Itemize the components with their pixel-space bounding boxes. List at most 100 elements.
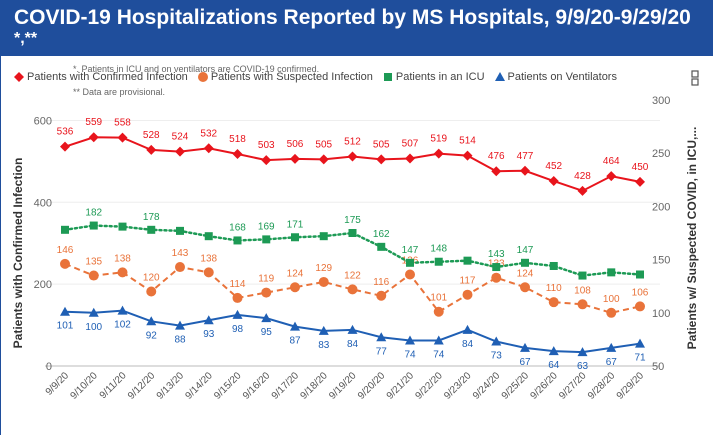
x-tick-label: 9/28/20 — [586, 370, 618, 402]
legend-item-patients-in-an-icu[interactable]: Patients in an ICU — [383, 71, 485, 83]
data-point-patients-on-ventilators — [376, 332, 387, 342]
chart-title: COVID-19 Hospitalizations Reported by MS… — [14, 6, 691, 29]
data-label-patients-with-suspected-infection: 138 — [200, 253, 217, 264]
data-point-patients-in-an-icu — [176, 226, 184, 235]
data-point-patients-in-an-icu — [291, 233, 299, 242]
data-point-patients-with-suspected-infection — [405, 269, 415, 280]
data-point-patients-with-suspected-infection — [290, 282, 300, 293]
legend-item-patients-with-suspected-infection[interactable]: Patients with Suspected Infection — [197, 71, 373, 83]
x-tick-label: 9/11/20 — [98, 370, 129, 401]
data-label-patients-on-ventilators: 102 — [114, 320, 131, 331]
data-point-patients-with-suspected-infection — [232, 292, 243, 303]
x-tick-label: 9/23/20 — [442, 370, 474, 402]
note-provisional: ** Data are provisional. — [73, 87, 166, 97]
data-label-patients-on-ventilators: 87 — [289, 336, 301, 347]
data-point-patients-on-ventilators — [60, 306, 70, 316]
data-label-patients-with-confirmed-infection: 452 — [545, 161, 562, 172]
data-point-patients-on-ventilators — [290, 321, 300, 331]
data-label-patients-in-an-icu: 143 — [488, 249, 505, 260]
data-point-patients-with-suspected-infection — [635, 301, 645, 312]
chart-legend[interactable]: Patients with Confirmed Infection Patient… — [14, 70, 627, 84]
data-label-patients-on-ventilators: 67 — [519, 357, 531, 368]
data-point-patients-on-ventilators — [232, 309, 243, 319]
data-point-patients-in-an-icu — [521, 258, 529, 267]
data-label-patients-with-suspected-infection: 114 — [230, 279, 246, 290]
legend-item-patients-on-ventilators[interactable]: Patients on Ventilators — [494, 71, 617, 83]
data-point-patients-in-an-icu — [204, 232, 213, 241]
data-label-patients-with-suspected-infection: 106 — [632, 287, 649, 298]
data-point-patients-in-an-icu — [434, 257, 443, 266]
legend-marker-circle-icon — [197, 72, 208, 82]
data-label-patients-on-ventilators: 71 — [634, 353, 646, 364]
data-point-patients-with-suspected-infection — [146, 286, 157, 297]
data-point-patients-with-confirmed-infection — [232, 149, 243, 160]
data-label-patients-with-suspected-infection: 100 — [603, 294, 620, 305]
data-point-patients-in-an-icu — [348, 229, 357, 237]
data-label-patients-with-confirmed-infection: 514 — [459, 136, 476, 147]
data-label-patients-in-an-icu: 168 — [229, 222, 246, 233]
legend-label: Patients with Suspected Infection — [210, 71, 373, 83]
data-label-patients-on-ventilators: 63 — [577, 361, 589, 372]
data-label-patients-with-suspected-infection: 143 — [172, 248, 189, 259]
data-point-patients-with-suspected-infection — [347, 284, 358, 295]
data-point-patients-in-an-icu — [61, 225, 69, 234]
data-point-patients-with-confirmed-infection — [491, 166, 502, 177]
data-point-patients-with-suspected-infection — [462, 289, 473, 300]
data-point-patients-in-an-icu — [578, 271, 587, 280]
data-label-patients-in-an-icu: 162 — [373, 229, 390, 240]
data-point-patients-with-suspected-infection — [606, 307, 617, 318]
x-tick-label: 9/13/20 — [155, 370, 187, 402]
data-label-patients-on-ventilators: 95 — [261, 327, 273, 338]
data-point-patients-with-suspected-infection — [548, 297, 559, 308]
data-point-patients-with-confirmed-infection — [88, 132, 99, 143]
note-icu-ventilators: *. Patients in ICU and on ventilators ar… — [73, 64, 320, 74]
data-point-patients-with-suspected-infection — [117, 267, 128, 278]
data-point-patients-with-confirmed-infection — [261, 155, 272, 166]
data-label-patients-on-ventilators: 77 — [376, 346, 388, 357]
data-label-patients-in-an-icu: 178 — [143, 212, 160, 223]
data-point-patients-in-an-icu — [118, 222, 127, 231]
focus-mode-icon[interactable] — [688, 68, 702, 88]
data-label-patients-with-suspected-infection: 116 — [373, 277, 389, 288]
data-point-patients-on-ventilators — [203, 315, 214, 325]
data-label-patients-with-confirmed-infection: 464 — [603, 156, 620, 167]
legend-label: Patients with Confirmed Infection — [27, 71, 188, 83]
data-point-patients-with-suspected-infection — [577, 299, 588, 310]
data-point-patients-on-ventilators — [462, 324, 473, 334]
data-label-patients-with-confirmed-infection: 559 — [85, 117, 102, 128]
data-point-patients-with-suspected-infection — [261, 287, 272, 298]
data-label-patients-on-ventilators: 64 — [548, 360, 560, 371]
y-left-axis-title: Patients with Confirmed Infection — [11, 158, 25, 349]
data-label-patients-with-confirmed-infection: 503 — [258, 140, 275, 151]
data-point-patients-with-suspected-infection — [433, 306, 444, 317]
data-label-patients-on-ventilators: 101 — [57, 321, 74, 332]
data-point-patients-on-ventilators — [548, 346, 559, 356]
data-point-patients-on-ventilators — [606, 342, 617, 352]
data-point-patients-with-confirmed-infection — [60, 141, 70, 152]
data-point-patients-with-confirmed-infection — [577, 185, 588, 196]
x-tick-label: 9/17/20 — [270, 370, 302, 402]
data-point-patients-with-confirmed-infection — [548, 176, 559, 187]
y-right-tick-label: 150 — [652, 255, 670, 267]
data-label-patients-on-ventilators: 74 — [404, 349, 416, 360]
data-label-patients-in-an-icu: 147 — [517, 245, 534, 256]
data-point-patients-in-an-icu — [549, 261, 558, 270]
data-point-patients-with-confirmed-infection — [117, 132, 128, 143]
data-label-patients-with-confirmed-infection: 524 — [172, 132, 189, 143]
data-label-patients-with-confirmed-infection: 505 — [315, 139, 332, 150]
data-point-patients-with-confirmed-infection — [462, 150, 473, 161]
data-point-patients-with-suspected-infection — [318, 276, 329, 287]
y-right-tick-label: 100 — [652, 308, 670, 320]
legend-item-patients-with-confirmed-infection[interactable]: Patients with Confirmed Infection — [14, 71, 188, 83]
data-label-patients-with-confirmed-infection: 518 — [229, 134, 246, 145]
data-point-patients-with-suspected-infection — [203, 267, 214, 278]
data-point-patients-on-ventilators — [146, 316, 157, 326]
x-tick-label: 9/12/20 — [126, 370, 158, 402]
data-label-patients-in-an-icu: 182 — [85, 208, 102, 219]
data-point-patients-on-ventilators — [261, 313, 272, 323]
x-tick-label: 9/21/20 — [385, 370, 417, 402]
data-label-patients-with-suspected-infection: 101 — [430, 293, 447, 304]
data-label-patients-with-suspected-infection: 110 — [546, 283, 562, 294]
x-tick-label: 9/26/20 — [528, 370, 560, 402]
data-point-patients-with-confirmed-infection — [520, 165, 530, 176]
